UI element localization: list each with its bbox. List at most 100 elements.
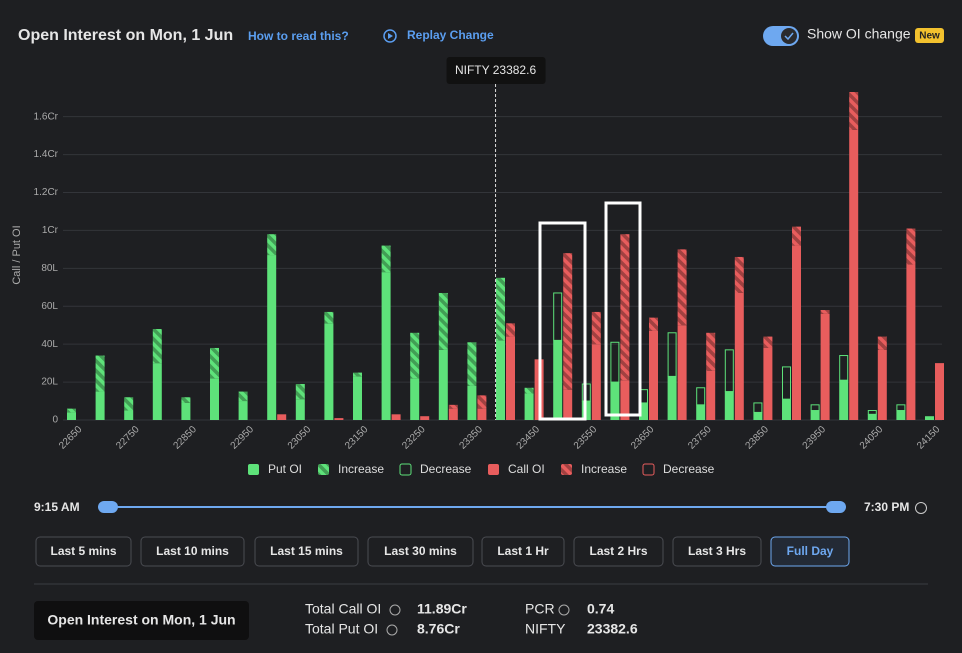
- bar: [181, 402, 191, 420]
- time-button[interactable]: Last 5 mins: [35, 536, 132, 567]
- info-icon[interactable]: [389, 604, 401, 616]
- legend-swatch: [248, 464, 259, 475]
- legend-label: Call OI: [508, 462, 545, 476]
- how-to-read-link[interactable]: How to read this?: [248, 29, 349, 43]
- bar: [782, 366, 791, 400]
- bar: [810, 410, 820, 420]
- bar: [563, 253, 573, 390]
- bar: [420, 416, 430, 420]
- bar: [667, 376, 677, 420]
- button-label: Last 2 Hrs: [589, 544, 647, 558]
- time-button[interactable]: Last 15 mins: [254, 536, 359, 567]
- toggle-label: Show OI change: [807, 26, 911, 42]
- slider-handle[interactable]: [98, 501, 118, 513]
- y-tick-label: 60L: [41, 301, 58, 312]
- summary-button[interactable]: [34, 601, 249, 640]
- bar: [849, 92, 859, 130]
- bar: [935, 363, 944, 420]
- bar: [438, 349, 448, 420]
- bar: [810, 404, 820, 412]
- bar: [563, 389, 573, 420]
- bar: [381, 245, 391, 273]
- info-icon[interactable]: [386, 624, 398, 636]
- bar: [410, 378, 420, 420]
- y-tick-label: 1.2Cr: [34, 187, 59, 198]
- legend-swatch: [318, 464, 329, 475]
- bar: [238, 391, 248, 402]
- bar: [477, 395, 487, 409]
- time-button[interactable]: Last 10 mins: [140, 536, 245, 567]
- stat-label: Total Put OI: [305, 621, 378, 637]
- legend-item: Increase: [318, 462, 384, 476]
- bar: [734, 292, 744, 420]
- bar: [95, 355, 105, 392]
- new-badge: [915, 28, 944, 43]
- bar: [753, 412, 763, 420]
- bar: [324, 311, 334, 324]
- legend-swatch: [399, 463, 412, 476]
- legend-label: Decrease: [663, 462, 715, 476]
- bar: [839, 355, 849, 381]
- bar: [410, 332, 420, 379]
- bar: [591, 311, 601, 345]
- bar: [649, 317, 658, 331]
- slider-handle[interactable]: [826, 501, 846, 513]
- time-button[interactable]: Last 1 Hr: [481, 536, 565, 567]
- bar: [620, 234, 630, 381]
- bar: [181, 397, 191, 403]
- bar: [782, 399, 791, 420]
- legend-swatch: [561, 464, 572, 475]
- bar: [210, 378, 219, 420]
- button-frame: [573, 536, 664, 567]
- bar: [706, 370, 716, 420]
- time-button[interactable]: Last 30 mins: [367, 536, 474, 567]
- oi-change-toggle[interactable]: [763, 26, 799, 46]
- time-button[interactable]: Last 2 Hrs: [573, 536, 664, 567]
- bar: [677, 249, 687, 326]
- bar: [610, 382, 620, 420]
- bar: [506, 323, 515, 337]
- bar: [696, 404, 706, 420]
- bar: [448, 408, 458, 420]
- y-axis-label: Call / Put OI: [11, 225, 23, 284]
- button-frame: [672, 536, 762, 567]
- info-icon[interactable]: [558, 604, 570, 616]
- legend-label: Put OI: [268, 462, 302, 476]
- time-button-active[interactable]: Full Day: [770, 536, 850, 567]
- bar: [67, 412, 76, 420]
- stat-value: 8.76Cr: [417, 621, 460, 637]
- bar: [496, 340, 505, 420]
- bar: [677, 325, 687, 420]
- slider-end: 7:30 PM: [864, 500, 909, 514]
- bar: [820, 310, 830, 314]
- bar: [467, 342, 477, 386]
- bar: [724, 391, 734, 420]
- bar: [438, 292, 448, 350]
- help-icon[interactable]: [915, 502, 927, 514]
- button-label: Last 5 mins: [50, 544, 116, 558]
- button-label: Last 3 Hrs: [688, 544, 746, 558]
- bar: [467, 385, 477, 420]
- bar: [849, 129, 859, 421]
- bar: [506, 336, 515, 420]
- y-tick-label: 1.6Cr: [34, 111, 59, 122]
- bar: [724, 349, 734, 393]
- bar: [267, 234, 277, 256]
- replay-button[interactable]: Replay Change: [383, 28, 494, 43]
- bar: [353, 372, 362, 377]
- bar: [524, 393, 534, 420]
- bar: [792, 226, 801, 246]
- button-frame: [35, 536, 132, 567]
- button-label: Last 15 mins: [270, 544, 343, 558]
- y-tick-label: 0: [52, 415, 58, 426]
- legend-label: Decrease: [420, 462, 472, 476]
- time-button[interactable]: Last 3 Hrs: [672, 536, 762, 567]
- bar: [925, 416, 934, 420]
- bar: [753, 402, 763, 413]
- bar: [295, 383, 305, 400]
- bar: [763, 347, 773, 420]
